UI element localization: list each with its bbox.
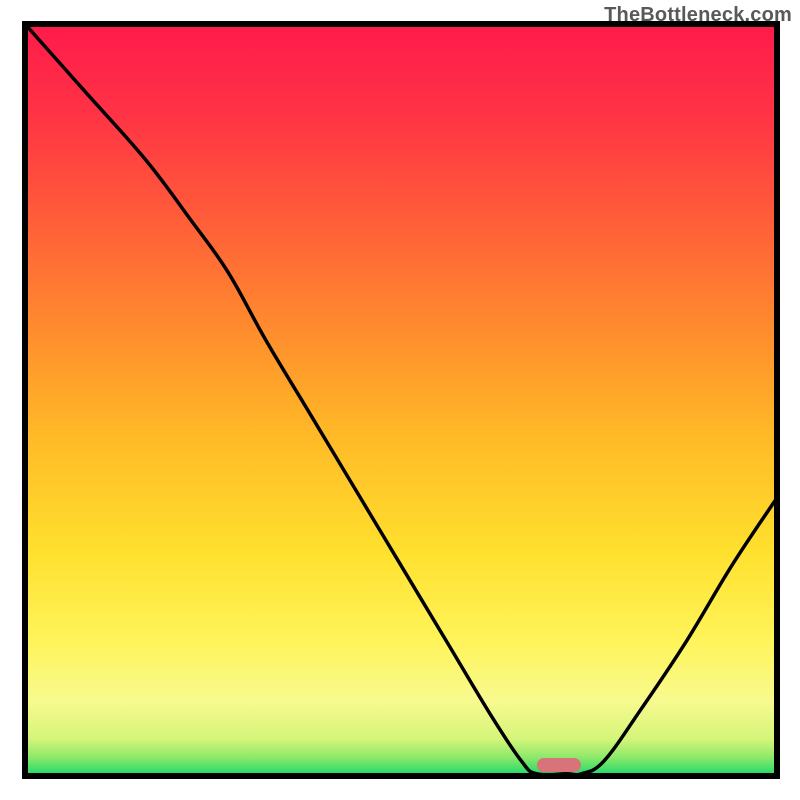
plot-background (25, 24, 777, 776)
watermark-text: TheBottleneck.com (604, 4, 792, 27)
gradient-line-chart (0, 0, 800, 800)
optimal-marker (537, 758, 581, 772)
chart-canvas: TheBottleneck.com (0, 0, 800, 800)
